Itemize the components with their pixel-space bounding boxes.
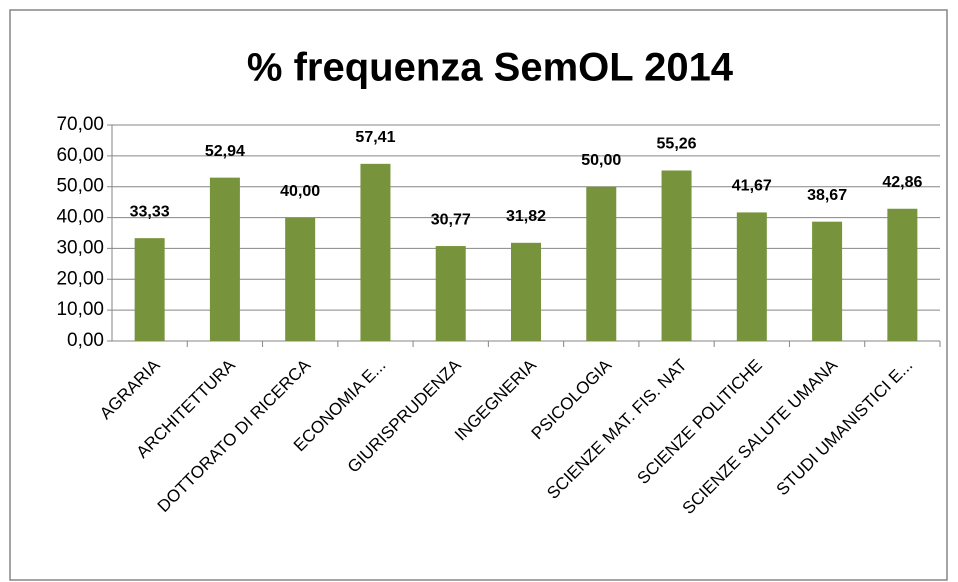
data-label: 31,82 [506,208,546,225]
data-label: 50,00 [581,152,621,169]
chart-title: % frequenza SemOL 2014 [247,46,734,90]
bar [209,177,240,341]
chart-border [9,9,948,581]
y-tick-label: 40,00 [56,207,104,228]
data-label: 30,77 [431,211,471,228]
y-tick-label: 70,00 [56,114,104,135]
bar [586,186,617,341]
data-label: 57,41 [355,129,395,146]
y-tick-label: 0,00 [67,330,104,351]
data-label: 38,67 [807,187,847,204]
bar [661,170,692,341]
data-label: 55,26 [657,136,697,153]
bar [134,238,165,341]
bar [812,221,843,341]
data-label: 40,00 [280,183,320,200]
data-label: 52,94 [205,143,245,160]
bar [511,242,541,341]
y-tick-label: 60,00 [56,145,104,166]
data-label: 33,33 [130,203,170,220]
y-tick-label: 10,00 [56,299,104,320]
bar [887,208,918,341]
bar [360,163,391,341]
bar [285,217,316,341]
y-tick-label: 30,00 [56,237,104,258]
data-label: 42,86 [882,174,922,191]
data-label: 41,67 [732,178,772,195]
bar [736,212,767,341]
y-tick-label: 50,00 [56,176,104,197]
bar [435,246,466,341]
y-tick-label: 20,00 [56,268,104,289]
